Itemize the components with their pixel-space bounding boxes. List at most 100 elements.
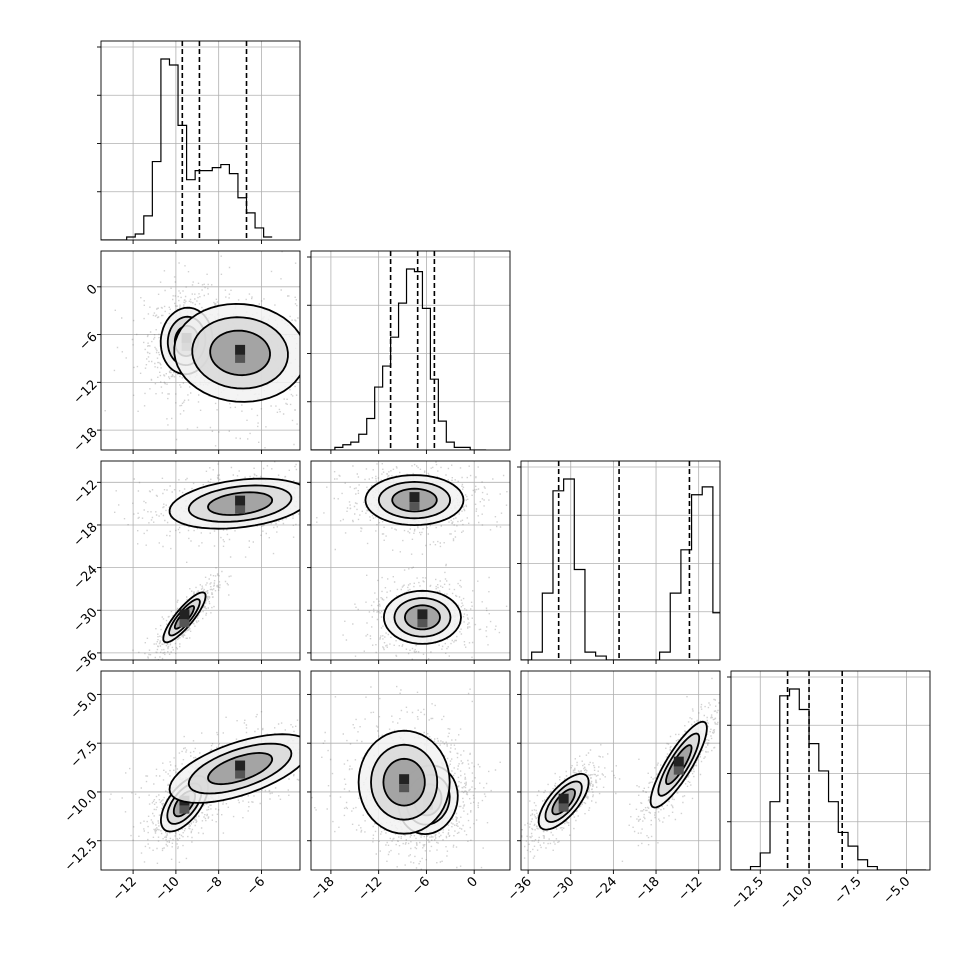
x-tick-label: −18	[308, 874, 338, 904]
joint-content	[114, 461, 300, 660]
contour-line	[377, 480, 452, 520]
y-tick-label: −10.0	[62, 787, 101, 826]
x-tick-label: −6	[244, 874, 268, 898]
x-tick-label: −5.0	[880, 874, 913, 907]
x-tick-label: −36	[505, 874, 535, 904]
contour-line	[370, 743, 439, 821]
contour-line	[391, 487, 438, 513]
contour-line	[649, 720, 708, 809]
x-tick-label: 0	[465, 874, 481, 890]
histogram-bars	[521, 478, 720, 660]
panel-frame	[310, 460, 511, 661]
joint-content	[521, 677, 720, 862]
density-peak	[235, 770, 246, 779]
density-peak	[399, 784, 410, 793]
y-tick-label: −36	[71, 648, 101, 678]
density-peak	[673, 756, 684, 767]
histogram-panel-2	[517, 460, 721, 664]
panel-frame	[310, 670, 511, 871]
panel-frame	[310, 250, 511, 451]
x-tick-label: −12	[675, 874, 705, 904]
contour-line	[187, 742, 293, 795]
contour-line	[403, 604, 441, 631]
density-peak	[558, 793, 569, 804]
density-peak	[179, 609, 190, 620]
density-peak	[558, 803, 569, 812]
contour-line	[357, 729, 451, 835]
contour-line	[191, 316, 289, 390]
x-tick-label: −10	[153, 874, 183, 904]
scatter-points	[114, 461, 300, 660]
contour-line	[393, 597, 452, 638]
contour-line	[364, 474, 465, 527]
contour-line	[168, 598, 201, 637]
scatter-points	[521, 677, 720, 862]
density-peak	[673, 766, 684, 775]
contour-line	[657, 732, 701, 797]
panel-frame	[100, 250, 301, 451]
density-peak	[235, 505, 246, 514]
density-peak	[417, 609, 428, 620]
contour-line	[187, 484, 293, 523]
contour-line	[168, 477, 300, 530]
y-tick-label: 0	[84, 282, 100, 298]
y-tick-label: −24	[71, 563, 101, 593]
density-peak	[235, 495, 246, 506]
y-tick-label: −12.5	[62, 836, 101, 875]
density-peak	[409, 492, 420, 503]
panel-frame	[100, 670, 301, 871]
contour-line	[209, 329, 271, 377]
x-tick-label: −24	[590, 874, 620, 904]
joint-panel-3-2: −36 −30 −24 −18 −12	[505, 670, 721, 904]
joint-panel-3-1: −18 −12 −6 0	[307, 670, 511, 904]
contour-line	[173, 302, 300, 403]
histogram-panel-0	[97, 40, 301, 244]
density-peak	[399, 774, 410, 785]
joint-content	[311, 685, 501, 870]
x-tick-label: −8	[201, 874, 225, 898]
joint-panel-2-0: −36 −30 −24 −18 −12	[71, 460, 301, 678]
joint-content	[109, 711, 300, 864]
x-tick-label: −18	[633, 874, 663, 904]
x-tick-label: −12.5	[728, 874, 767, 913]
contour-line	[162, 591, 207, 644]
contour-line	[551, 788, 576, 816]
scatter-points	[104, 251, 300, 449]
y-tick-label: −5.0	[68, 689, 101, 722]
y-tick-label: −18	[71, 520, 101, 550]
histogram-panel-1	[307, 250, 511, 454]
histogram-bars	[311, 268, 487, 450]
density-peak	[179, 805, 190, 814]
y-tick-label: −30	[71, 605, 101, 635]
x-tick-label: −30	[548, 874, 578, 904]
contour-line	[207, 491, 273, 516]
x-tick-label: −7.5	[832, 874, 865, 907]
histogram-panel-3: −12.5 −10.0 −7.5 −5.0	[727, 670, 931, 913]
panel-frame	[100, 460, 301, 661]
contour-line	[665, 744, 693, 785]
histogram-bars	[731, 688, 927, 870]
density-peak	[179, 619, 190, 628]
contour-line	[207, 751, 274, 786]
joint-panel-2-1	[307, 460, 511, 664]
contour-line	[537, 773, 590, 831]
x-tick-label: −12	[355, 874, 385, 904]
x-tick-label: −6	[409, 874, 433, 898]
y-tick-label: −12	[71, 477, 101, 507]
contour-line	[382, 589, 462, 645]
panel-frame	[730, 670, 931, 871]
panel-frame	[100, 40, 301, 241]
contour-line	[168, 733, 300, 804]
x-tick-label: −10.0	[777, 874, 816, 913]
density-peak	[235, 344, 246, 355]
panel-frame	[520, 670, 721, 871]
y-tick-label: −12	[71, 377, 101, 407]
density-peak	[417, 619, 428, 628]
y-tick-label: −6	[76, 330, 100, 354]
panel-frame	[520, 460, 721, 661]
joint-content	[316, 461, 508, 660]
x-tick-label: −12	[110, 874, 140, 904]
density-peak	[409, 502, 420, 511]
contour-line	[382, 757, 426, 807]
joint-content	[104, 251, 300, 449]
